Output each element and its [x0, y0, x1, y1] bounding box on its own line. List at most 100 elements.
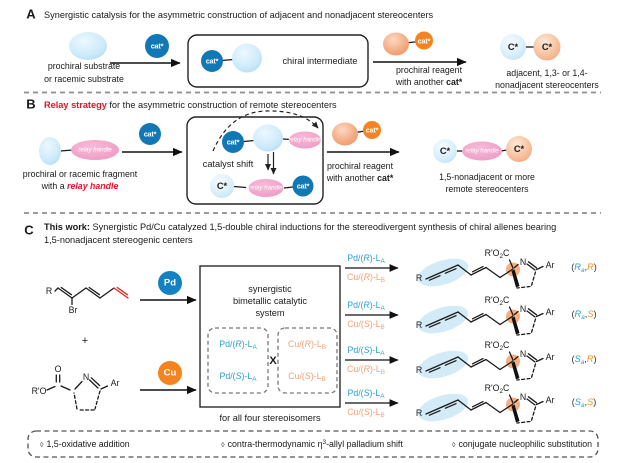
- relay-shift-arc: [212, 110, 319, 152]
- nitrogen-label: N: [82, 372, 90, 382]
- intermediate-box: [187, 34, 369, 88]
- reagent-caption-line1: prochiral reagent: [326, 161, 394, 171]
- panel-c-label: C: [24, 222, 34, 238]
- product-caption-line1: 1,5-nonadjacent or more: [439, 172, 535, 182]
- catalyst-label: cat*: [226, 137, 240, 147]
- nitrogen-label: N: [519, 304, 527, 314]
- nitrogen-label: N: [519, 392, 527, 402]
- cu-ligand-r-label: Cu/(R)-LB: [287, 339, 327, 351]
- pd-label: Pd: [163, 277, 177, 289]
- cu-ligand-combos-box: [277, 327, 338, 394]
- footer-box: [27, 430, 599, 458]
- catalyst-label: cat*: [150, 41, 164, 51]
- catalyst-label: cat*: [365, 125, 379, 135]
- footer-item-allyl-shift: ◊ contra-thermodynamic η3-allyl palladium…: [221, 439, 403, 449]
- catalyst-label: cat*: [417, 36, 431, 45]
- row4-pd-ligand: Pd/(S)-LA: [347, 388, 385, 400]
- row4-cu-ligand: Cu/(S)-LB: [347, 407, 385, 419]
- ketimine-structure: [46, 374, 109, 411]
- aryl-label: Ar: [110, 378, 120, 388]
- catalyst-circle-orange: [415, 31, 433, 50]
- stereocenter-circle-salmon: [533, 33, 561, 61]
- pd-ligand-s-label: Pd/(S)-LA: [219, 371, 257, 383]
- for-all-stereoisomers-label: for all four stereoisomers: [219, 413, 321, 423]
- fragment-caption-line2: with a relay handle: [41, 181, 119, 191]
- relay-handle-ellipse: [462, 141, 502, 161]
- catalyst-system-box: [199, 265, 341, 408]
- row2-cu-ligand: Cu/(S)-LB: [347, 319, 385, 331]
- stereo-descriptor: (Sa,S): [571, 397, 597, 409]
- stereocenter-circle-blue: [433, 139, 457, 163]
- r-group-label: R: [45, 286, 53, 296]
- substrate-ellipse: [253, 124, 283, 152]
- ester-label: R'O2C: [484, 248, 510, 260]
- oxygen-label: O: [54, 364, 62, 374]
- substrate-caption-line1: prochiral substrate: [47, 61, 121, 71]
- stereocenter-circle-salmon: [506, 136, 532, 162]
- panel-c-title-line2: 1,5-nonadjacent stereogenic centers: [44, 234, 193, 245]
- substrate-ellipse: [232, 43, 262, 73]
- bromine-label: Br: [68, 305, 78, 315]
- system-box-line1: synergistic: [248, 284, 292, 294]
- stereo-descriptor: (Ra,S): [571, 309, 597, 321]
- panel-a-title: Synergistic catalysis for the asymmetric…: [44, 9, 434, 20]
- triene-structure: [54, 286, 129, 306]
- relay-handle-label: relay handle: [465, 147, 499, 155]
- panel-b-graphics: [24, 110, 601, 214]
- r-group-label: R: [415, 320, 423, 330]
- aryl-label: Ar: [545, 307, 555, 317]
- catalyst-circle: [201, 50, 223, 72]
- stereocenter-label: C*: [439, 146, 451, 156]
- pd-ligand-combos-box: [207, 327, 269, 394]
- cross-combination-x: X: [269, 355, 277, 367]
- ester-label: R'O2C: [484, 383, 510, 395]
- catalyst-circle: [139, 123, 161, 145]
- panel-a-graphics: [24, 31, 601, 94]
- stereocenter-circle-blue: [210, 174, 234, 198]
- panel-a-label: A: [26, 6, 36, 22]
- chiral-intermediate-label: chiral intermediate: [282, 55, 358, 66]
- plus-sign: +: [81, 335, 89, 347]
- reagent-ellipse: [383, 32, 409, 56]
- footer-item-nucleophilic-substitution: ◊ conjugate nucleophilic substitution: [452, 438, 592, 449]
- relay-handle-ellipse: [71, 140, 119, 160]
- row3-cu-ligand: Cu/(R)-LB: [346, 364, 386, 376]
- relay-handle-label: relay handle: [288, 136, 322, 144]
- catalyst-label: cat*: [296, 181, 310, 191]
- catalyst-circle-orange: [363, 121, 381, 139]
- stereo-descriptor: (Ra,R): [571, 262, 597, 274]
- stereocenter-label: C*: [507, 42, 519, 52]
- stereocenter-label: C*: [216, 181, 228, 191]
- nitrogen-label: N: [519, 349, 527, 359]
- stereocenter-circle-blue: [500, 34, 526, 60]
- row3-pd-ligand: Pd/(S)-LA: [347, 345, 385, 357]
- relay-handle-ellipse: [289, 131, 321, 149]
- catalyst-shift-label: catalyst shift: [202, 159, 254, 169]
- aryl-label: Ar: [545, 260, 555, 270]
- cu-ligand-s-label: Cu/(S)-LB: [288, 371, 326, 383]
- cu-label: Cu: [163, 367, 177, 379]
- r-group-label: R: [415, 273, 423, 283]
- nitrogen-label: N: [519, 257, 527, 267]
- panel-c-title-line1: This work: Synergistic Pd/Cu catalyzed 1…: [44, 222, 557, 232]
- stereo-descriptor: (Sa,R): [571, 354, 597, 366]
- relay-handle-label: relay handle: [78, 146, 112, 154]
- row1-pd-ligand: Pd/(R)-LA: [347, 253, 385, 265]
- catalyst-circle: [145, 34, 169, 58]
- stereocenter-label: C*: [513, 144, 525, 154]
- panel-b-title: Relay strategy for the asymmetric constr…: [44, 99, 337, 110]
- aryl-label: Ar: [545, 352, 555, 362]
- catalyst-circle: [222, 131, 244, 153]
- system-box-line2: bimetallic catalytic: [232, 296, 308, 306]
- cu-circle: [158, 361, 182, 385]
- row1-cu-ligand: Cu/(R)-LB: [346, 272, 386, 284]
- r-group-label: R: [415, 365, 423, 375]
- pd-circle: [158, 271, 182, 295]
- ester-label: R'O2C: [484, 295, 510, 307]
- aryl-label: Ar: [545, 395, 555, 405]
- fragment-ellipse: [39, 137, 61, 165]
- reagent-caption-line1: prochiral reagent: [395, 65, 463, 75]
- ester-label: R'O2C: [484, 340, 510, 352]
- relay-handle-label: relay handle: [249, 184, 283, 192]
